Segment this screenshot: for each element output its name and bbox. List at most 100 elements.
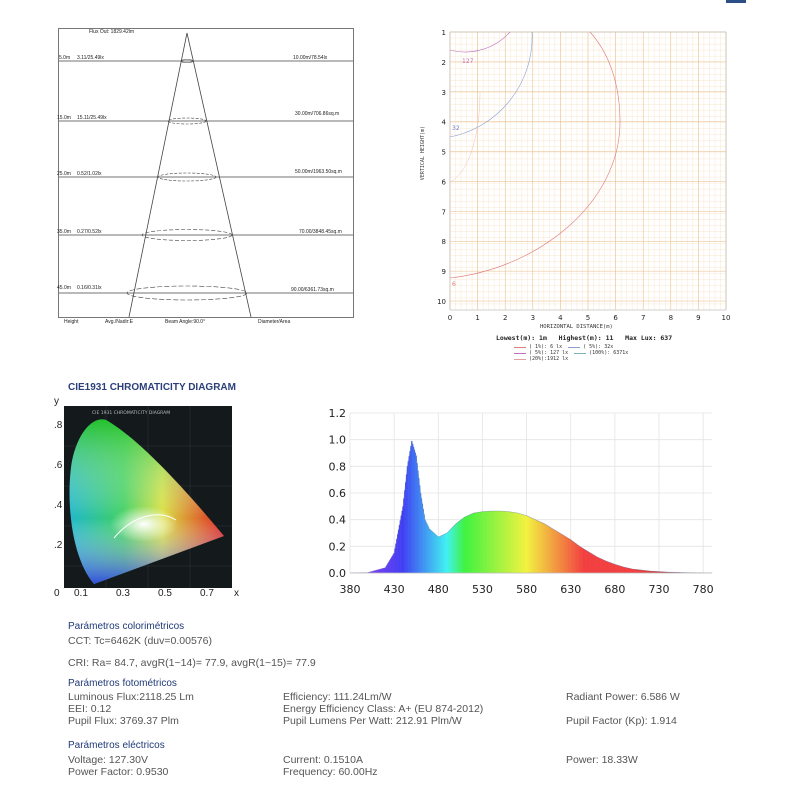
diam-label: 90.00/6361.73sq.m xyxy=(291,287,334,293)
y-tick-label: 1.2 xyxy=(329,407,347,420)
isolux-y-tick: 2 xyxy=(442,59,446,67)
cone-footer-beam: Beam Angle:90.0° xyxy=(165,319,206,325)
cie-diagram: y .8 .6 .4 .2 0 0.1 0.3 0.5 0.7 x xyxy=(50,396,250,606)
isolux-y-tick: 4 xyxy=(442,119,447,127)
isolux-x-tick: 0 xyxy=(448,314,452,322)
legend-item: ( 5%): 127 lx xyxy=(514,350,568,356)
cie-y-tick: .8 xyxy=(54,420,63,431)
beam-cone-diagram: Flux Out: 1829.42lm 5.0m 3.11/25.49lx 10… xyxy=(57,28,354,318)
lowest-label: Lowest(m): 1m xyxy=(496,334,547,342)
height-label: 5.0m xyxy=(59,55,71,61)
y-tick-label: 1.0 xyxy=(329,434,347,447)
corner-mark xyxy=(726,0,746,3)
isolux-y-tick: 6 xyxy=(442,178,447,186)
electrical-col3: Power: 18.33W xyxy=(566,754,638,766)
pupil-lumens: Pupil Lumens Per Watt: 212.91 Plm/W xyxy=(283,715,462,727)
cone-footer-height: Height xyxy=(64,319,79,325)
height-label: 15.0m xyxy=(57,115,71,121)
cie-y-tick: .2 xyxy=(54,540,63,551)
legend-item: (20%):1912 lx xyxy=(514,356,714,362)
cie-inner-title: CIE 1931 CHROMATICITY DIAGRAM xyxy=(92,410,170,416)
spectrum-chart: 0.0 0.2 0.4 0.6 0.8 1.0 1.2 380 430 480 530 580 630 6… xyxy=(326,405,716,605)
highest-label: Highest(m): 11 xyxy=(558,334,614,342)
power: Power: 18.33W xyxy=(566,754,638,766)
energy-class: Energy Efficiency Class: A+ (EU 874-2012… xyxy=(283,703,484,715)
photometric-col1: Luminous Flux:2118.25 Lm EEI: 0.12 Pupil… xyxy=(68,691,194,727)
current: Current: 0.1510A xyxy=(283,754,363,766)
avg-label: 0.27/0.52lx xyxy=(77,229,102,235)
contour-127 xyxy=(449,31,511,53)
cie-y-tick: .6 xyxy=(54,460,63,471)
isolux-y-tick: 10 xyxy=(437,298,446,306)
cie-x-tick: 0.5 xyxy=(158,588,172,599)
diam-label: 70.00/3848.45sq.m xyxy=(299,229,342,235)
eei: EEI: 0.12 xyxy=(68,703,112,715)
cie-y-tick: .4 xyxy=(54,500,63,511)
contour-label: 32 xyxy=(452,125,460,132)
luminous-flux: Luminous Flux:2118.25 Lm xyxy=(68,691,194,703)
avg-label: 15.11/25.49lx xyxy=(77,115,107,121)
diam-label: 50.00m/1963.50sq.m xyxy=(295,169,342,175)
diam-label: 30.00m/706.86sq.m xyxy=(295,111,340,117)
isolux-x-tick: 9 xyxy=(696,314,700,322)
isolux-y-tick: 1 xyxy=(442,29,446,37)
spectrum-line xyxy=(349,440,704,574)
y-tick-label: 0.0 xyxy=(329,567,347,580)
x-tick-label: 380 xyxy=(340,583,361,596)
power-factor: Power Factor: 0.9530 xyxy=(68,766,169,778)
cone-footer-avg: Avg./Nadir:E xyxy=(105,319,133,325)
spectrum-svg: 0.0 0.2 0.4 0.6 0.8 1.0 1.2 380 430 480 530 580 630 6… xyxy=(329,407,714,596)
spacer xyxy=(566,703,680,715)
isolux-x-tick: 3 xyxy=(531,314,535,322)
photometric-col2: Efficiency: 111.24Lm/W Energy Efficiency… xyxy=(283,691,483,727)
isolux-x-tick: 8 xyxy=(669,314,673,322)
isolux-ylabel: VERTICAL HEIGHT(m) xyxy=(420,126,426,181)
diam-label: 10.00m/78.54lx xyxy=(293,55,328,61)
isolux-x-tick: 2 xyxy=(503,314,507,322)
isolux-y-tick: 5 xyxy=(442,149,446,157)
isolux-x-tick: 7 xyxy=(641,314,645,322)
isolux-y-tick: 3 xyxy=(442,89,446,97)
isolux-y-tick: 7 xyxy=(442,208,446,216)
isolux-xlabel: HORIZONTAL DISTANCE(m) xyxy=(540,324,613,330)
avg-label: 3.11/25.49lx xyxy=(77,55,104,61)
contour-6 xyxy=(449,31,621,279)
efficiency: Efficiency: 111.24Lm/W xyxy=(283,691,392,703)
colorimetric-title: Parámetros colorimétricos xyxy=(68,621,185,632)
cie-y-axis-label: y xyxy=(54,396,59,407)
max-lux-label: Max Lux: 637 xyxy=(625,334,673,342)
x-tick-label: 680 xyxy=(604,583,625,596)
contour-32 xyxy=(449,31,533,138)
isolux-x-tick: 10 xyxy=(722,314,731,322)
cie-x-tick: 0.1 xyxy=(74,588,88,599)
contour-label: 6 xyxy=(452,281,456,288)
avg-label: 0.16/0.31lx xyxy=(77,285,102,291)
y-tick-label: 0.2 xyxy=(329,540,347,553)
isolux-legend: ( 1%): 6 lx ( 5%): 32x ( 5%): 127 lx (10… xyxy=(514,344,714,362)
height-label: 45.0m xyxy=(57,285,71,291)
frequency: Frequency: 60.00Hz xyxy=(283,766,378,778)
x-tick-label: 580 xyxy=(516,583,537,596)
cct-value: CCT: Tc=6462K (duv=0.00576) xyxy=(68,635,212,647)
x-tick-label: 430 xyxy=(384,583,405,596)
avg-label: 0.52/1.02lx xyxy=(77,171,102,177)
radiant-power: Radiant Power: 6.586 W xyxy=(566,691,680,703)
y-tick-label: 0.4 xyxy=(329,514,347,527)
cone-footer-diam: Diameter/Area xyxy=(258,319,291,325)
isolux-stats: Lowest(m): 1m Highest(m): 11 Max Lux: 63… xyxy=(496,334,672,342)
cie-x-tick: 0.3 xyxy=(116,588,130,599)
contour-20pct xyxy=(449,91,481,183)
isolux-diagram: 0 1 2 3 4 5 6 7 8 9 10 1 2 3 4 5 6 7 8 9 10 127 32 6 VERTICAL H… xyxy=(420,26,750,371)
isolux-x-tick: 1 xyxy=(475,314,479,322)
cie-x-tick: 0 xyxy=(54,588,60,599)
electrical-title: Parámetros eléctricos xyxy=(68,740,165,751)
y-tick-label: 0.6 xyxy=(329,487,347,500)
contour-label: 127 xyxy=(462,58,474,65)
legend-item: ( 1%): 6 lx xyxy=(514,344,562,350)
isolux-svg: 0 1 2 3 4 5 6 7 8 9 10 1 2 3 4 5 6 7 8 9 10 127 32 6 xyxy=(437,29,731,322)
isolux-y-tick: 9 xyxy=(442,268,446,276)
legend-item: ( 5%): 32x xyxy=(568,344,613,350)
y-tick-label: 0.8 xyxy=(329,460,347,473)
isolux-y-tick: 8 xyxy=(442,238,446,246)
voltage: Voltage: 127.30V xyxy=(68,754,148,766)
